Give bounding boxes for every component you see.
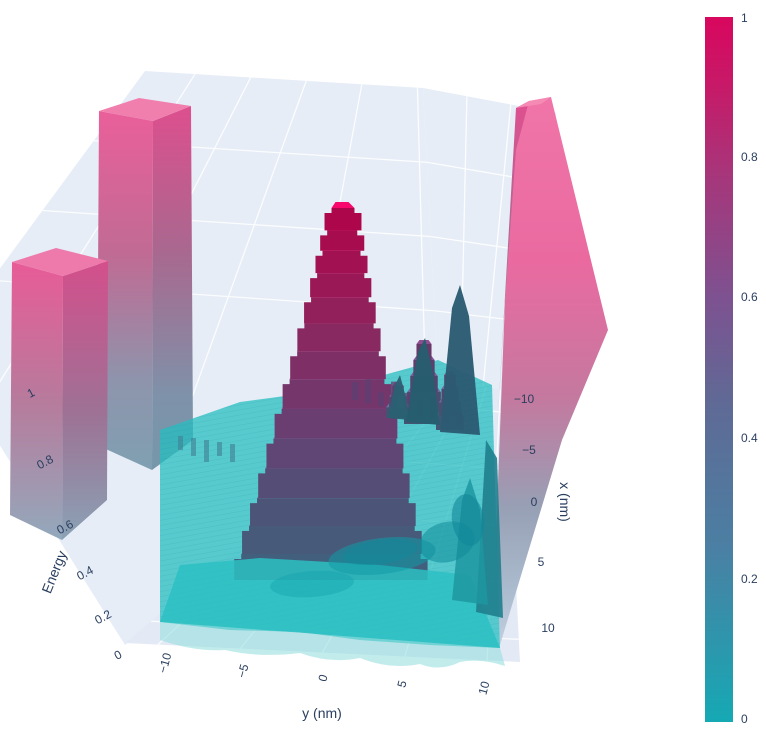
density-surface-front (160, 440, 505, 668)
barrier-wall-right (496, 97, 608, 645)
colorbar-tick: 0 (741, 712, 748, 726)
colorbar-tick: 1 (741, 11, 748, 25)
x-axis-title: x (nm) (557, 482, 573, 522)
x-axis-tick: −10 (513, 392, 535, 406)
y-axis-tick: −5 (234, 662, 252, 680)
x-axis-tick: 0 (530, 495, 538, 509)
y-axis-title: y (nm) (302, 705, 342, 721)
x-axis-tick: −5 (522, 443, 536, 457)
x-axis-tick: 10 (541, 621, 555, 635)
barrier-column-front-left (10, 248, 108, 540)
colorbar-tick: 0.8 (741, 150, 758, 164)
colorbar-tick: 0.2 (741, 572, 758, 586)
barrier-column-back-left (97, 98, 193, 470)
density-sharp-peaks (388, 285, 480, 435)
colorbar-tick: 0.6 (741, 290, 758, 304)
colorbar (705, 17, 733, 722)
x-axis-tick: 5 (537, 555, 545, 569)
y-axis-tick: 10 (475, 679, 493, 697)
colorbar-tick: 0.4 (741, 431, 758, 445)
